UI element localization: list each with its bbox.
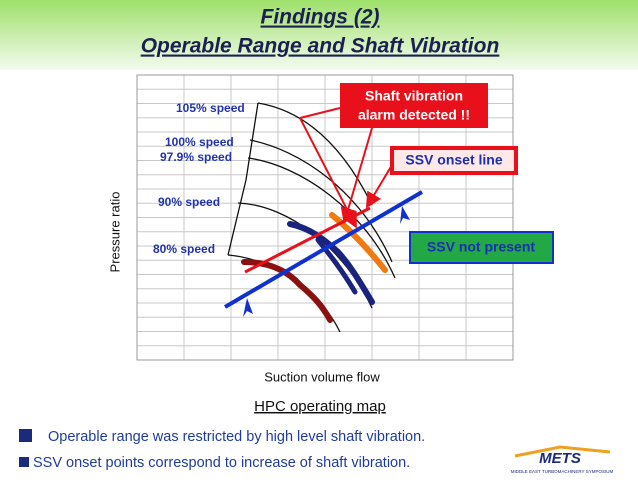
title: Findings (2) xyxy=(261,6,380,29)
x-axis-label: Suction volume flow xyxy=(264,369,380,384)
bullet: SSV onset points correspond to increase … xyxy=(33,455,410,471)
ssv-onset-line xyxy=(223,190,424,309)
speed-label: 90% speed xyxy=(158,195,220,209)
logo: METS MIDDLE EAST TURBOMACHINERY SYMPOSIU… xyxy=(511,445,614,474)
bullet: Operable range was restricted by high le… xyxy=(48,429,425,445)
speed-label: 105% speed xyxy=(176,101,245,115)
caption: HPC operating map xyxy=(254,398,386,415)
data-clouds xyxy=(241,212,388,323)
bullet-mark xyxy=(19,429,32,442)
orange-cloud xyxy=(329,212,388,273)
alarm-callout xyxy=(340,83,488,128)
curve-979 xyxy=(247,157,396,279)
speed-label: 100% speed xyxy=(165,135,234,149)
y-axis-label: Pressure ratio xyxy=(107,192,122,273)
callout-text: Shaft vibration xyxy=(365,88,463,104)
blue-cloud-2 xyxy=(315,237,358,295)
blue-arrow xyxy=(243,298,253,317)
logo-tagline: MIDDLE EAST TURBOMACHINERY SYMPOSIUM xyxy=(511,469,614,474)
curve-105 xyxy=(257,102,373,206)
red-arrow xyxy=(299,117,357,229)
speed-label: 80% speed xyxy=(153,242,215,256)
logo-name: METS xyxy=(539,450,581,467)
callout-text: SSV onset line xyxy=(405,152,502,168)
onset-callout-inner xyxy=(394,150,514,171)
red-arrow xyxy=(340,127,373,224)
callout-text: SSV not present xyxy=(427,239,535,255)
plot-frame xyxy=(136,74,514,361)
speed-label: 97.9% speed xyxy=(160,150,232,164)
red-arrow xyxy=(365,164,393,209)
callout-text: alarm detected !! xyxy=(358,107,470,123)
curve-100 xyxy=(249,139,393,263)
blue-cloud xyxy=(287,221,375,305)
header-band xyxy=(0,0,638,70)
red-arrow-link xyxy=(299,107,341,119)
surge-line xyxy=(227,102,259,256)
blue-arrow xyxy=(400,206,410,224)
logo-swoosh xyxy=(514,445,611,458)
absent-callout xyxy=(409,231,554,264)
bullet-mark xyxy=(19,457,29,467)
subtitle: Operable Range and Shaft Vibration xyxy=(141,35,500,58)
